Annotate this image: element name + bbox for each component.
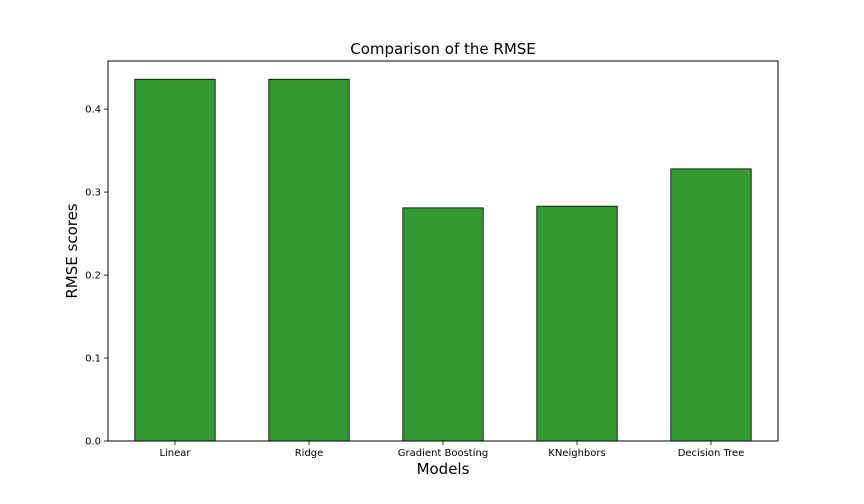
- y-tick-label: 0.1: [85, 354, 101, 365]
- x-axis-ticks: Linear Ridge Gradient Boosting KNeighbors De…: [159, 441, 744, 459]
- bars: [134, 78, 752, 442]
- y-axis-label: RMSE scores: [63, 203, 81, 298]
- x-axis-label: Models: [417, 460, 470, 478]
- bar-kneighbors: [536, 205, 618, 442]
- y-tick-label: 0.4: [85, 105, 101, 116]
- bar-linear: [134, 78, 216, 442]
- x-tick-label: Decision Tree: [678, 448, 745, 459]
- x-tick-label: Gradient Boosting: [398, 448, 488, 459]
- x-tick-label: Linear: [159, 448, 191, 459]
- y-tick-label: 0.2: [85, 271, 101, 282]
- x-tick-label: Ridge: [295, 448, 324, 459]
- bar-gradient-boosting: [402, 207, 484, 442]
- y-tick-label: 0.3: [85, 188, 101, 199]
- bar-ridge: [268, 78, 350, 442]
- bar-decision-tree: [670, 168, 752, 442]
- y-tick-label: 0.0: [85, 437, 101, 448]
- plot-area-frame: [107, 60, 779, 442]
- x-tick-label: KNeighbors: [548, 448, 605, 459]
- y-axis-ticks: 0.0 0.1 0.2 0.3 0.4: [85, 105, 108, 448]
- chart-title: Comparison of the RMSE: [350, 40, 536, 58]
